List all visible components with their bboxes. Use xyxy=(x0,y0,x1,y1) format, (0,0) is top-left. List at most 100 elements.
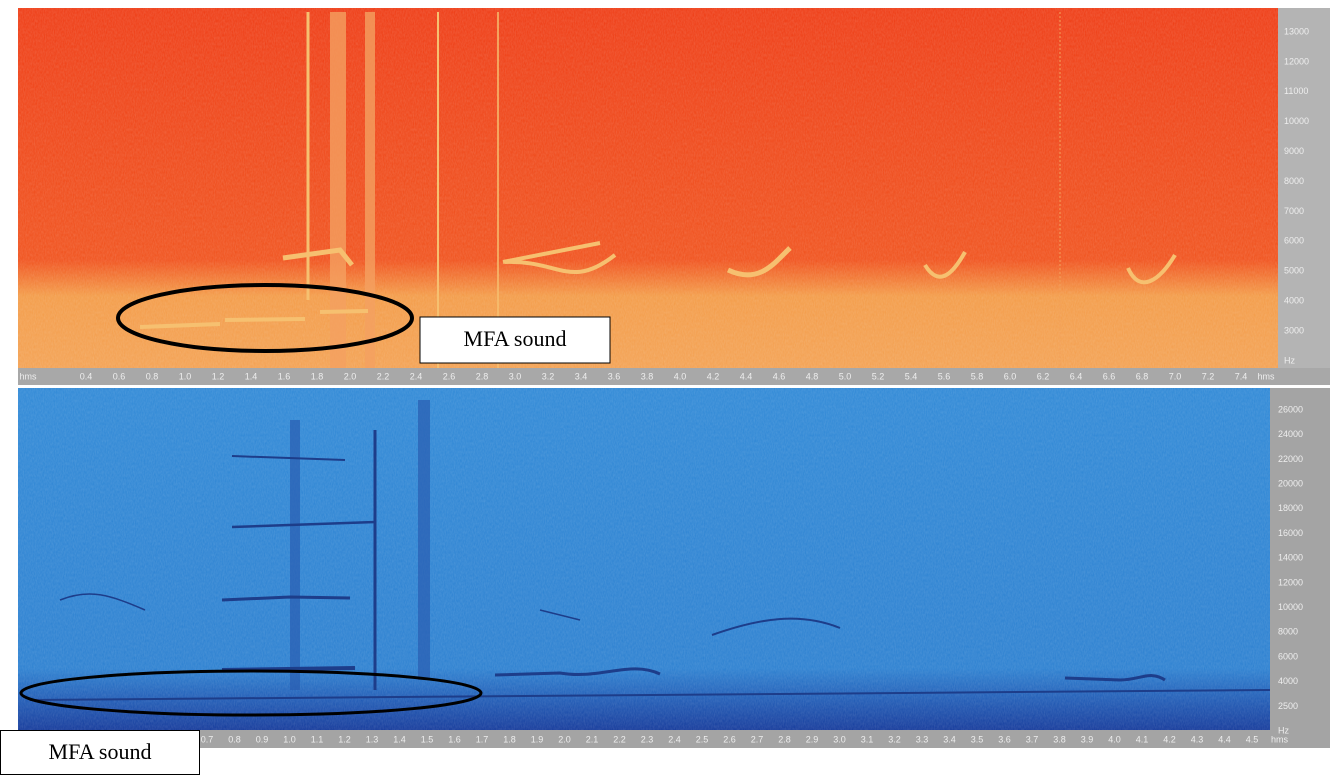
x-tick-label: 5.2 xyxy=(872,371,885,381)
y-tick-label: 6000 xyxy=(1284,236,1304,246)
x-tick-label: 3.8 xyxy=(641,371,654,381)
highlight-ellipse xyxy=(19,669,483,717)
x-tick-label: hms xyxy=(19,371,37,381)
x-tick-label: 4.4 xyxy=(1218,734,1231,744)
y-tick-label: 16000 xyxy=(1278,528,1303,538)
y-tick-label: 18000 xyxy=(1278,503,1303,513)
y-tick-label: 10000 xyxy=(1284,116,1309,126)
x-tick-label: 7.2 xyxy=(1202,371,1215,381)
annotation-box xyxy=(419,316,611,364)
x-tick-label: 3.2 xyxy=(888,734,901,744)
y-tick-label: 3000 xyxy=(1284,325,1304,335)
y-tick-label: 26000 xyxy=(1278,404,1303,414)
y-axis-top xyxy=(1278,8,1330,368)
x-tick-label: 1.8 xyxy=(503,734,516,744)
x-tick-label: 4.2 xyxy=(707,371,720,381)
x-tick-label: 6.2 xyxy=(1037,371,1050,381)
x-tick-label: 2.7 xyxy=(751,734,764,744)
x-tick-label: 3.2 xyxy=(542,371,555,381)
x-tick-label: 5.0 xyxy=(839,371,852,381)
y-tick-label: 4000 xyxy=(1284,295,1304,305)
x-tick-label: 4.0 xyxy=(674,371,687,381)
x-tick-label: 2.3 xyxy=(641,734,654,744)
y-tick-label: 22000 xyxy=(1278,454,1303,464)
x-tick-label: 4.1 xyxy=(1136,734,1149,744)
y-tick-label: 20000 xyxy=(1278,478,1303,488)
x-tick-label: 1.8 xyxy=(311,371,324,381)
x-tick-label: hms xyxy=(1271,734,1289,744)
y-tick-label: 12000 xyxy=(1284,56,1309,66)
x-tick-label: 4.3 xyxy=(1191,734,1204,744)
x-tick-label: 0.9 xyxy=(256,734,269,744)
x-tick-label: 1.1 xyxy=(311,734,324,744)
x-tick-label: 2.1 xyxy=(586,734,599,744)
x-tick-label: 2.0 xyxy=(344,371,357,381)
x-tick-label: 4.4 xyxy=(740,371,753,381)
x-tick-label: 6.8 xyxy=(1136,371,1149,381)
x-tick-label: 3.1 xyxy=(861,734,874,744)
y-tick-label: 9000 xyxy=(1284,146,1304,156)
highlight-ellipse xyxy=(116,283,414,353)
x-axis-bottom xyxy=(18,730,1330,748)
x-tick-label: 1.2 xyxy=(338,734,351,744)
x-tick-label: 2.9 xyxy=(806,734,819,744)
x-tick-label: 1.0 xyxy=(179,371,192,381)
x-tick-label: 2.8 xyxy=(476,371,489,381)
x-tick-label: 3.4 xyxy=(943,734,956,744)
y-tick-label: 2500 xyxy=(1278,701,1298,711)
x-tick-label: 4.5 xyxy=(1246,734,1259,744)
y-tick-label: 11000 xyxy=(1284,86,1308,96)
x-tick-label: 0.7 xyxy=(201,734,214,744)
y-axis-bottom xyxy=(1270,388,1330,730)
x-tick-label: 4.2 xyxy=(1163,734,1176,744)
x-tick-label: 0.6 xyxy=(113,371,126,381)
x-tick-label: 2.2 xyxy=(377,371,390,381)
calls-bottom xyxy=(29,400,1271,701)
x-tick-label: 1.6 xyxy=(448,734,461,744)
y-tick-label: 13000 xyxy=(1284,26,1309,36)
x-tick-label: 4.6 xyxy=(773,371,786,381)
x-tick-label: 5.8 xyxy=(971,371,984,381)
annotation-box xyxy=(0,730,200,775)
x-tick-label: 5.4 xyxy=(905,371,918,381)
x-tick-label: 3.4 xyxy=(575,371,588,381)
x-tick-label: 2.6 xyxy=(443,371,456,381)
x-tick-label: 6.6 xyxy=(1103,371,1116,381)
x-tick-label: 3.3 xyxy=(916,734,929,744)
x-tick-label: hms xyxy=(1257,371,1275,381)
x-tick-label: 2.6 xyxy=(723,734,736,744)
y-tick-label: 6000 xyxy=(1278,651,1298,661)
noise xyxy=(18,388,1270,730)
x-tick-label: 0.8 xyxy=(228,734,241,744)
x-tick-label: 1.2 xyxy=(212,371,225,381)
x-tick-label: 1.3 xyxy=(366,734,379,744)
x-axis-top xyxy=(18,368,1330,385)
y-tick-label: 5000 xyxy=(1284,266,1304,276)
x-tick-label: 3.0 xyxy=(833,734,846,744)
x-tick-label: 2.0 xyxy=(558,734,571,744)
x-tick-label: 7.0 xyxy=(1169,371,1182,381)
x-tick-label: 7.4 xyxy=(1235,371,1248,381)
x-tick-label: 2.2 xyxy=(613,734,626,744)
x-tick-label: 6.4 xyxy=(1070,371,1083,381)
y-tick-label: 12000 xyxy=(1278,577,1303,587)
y-tick-label: 24000 xyxy=(1278,429,1303,439)
x-tick-label: 3.8 xyxy=(1053,734,1066,744)
y-tick-label: 14000 xyxy=(1278,553,1303,563)
y-tick-label: Hz xyxy=(1284,355,1295,365)
x-tick-label: 1.7 xyxy=(476,734,489,744)
x-tick-label: 2.5 xyxy=(696,734,709,744)
x-tick-label: 3.9 xyxy=(1081,734,1094,744)
x-tick-label: 1.6 xyxy=(278,371,291,381)
y-tick-label: Hz xyxy=(1278,725,1289,735)
x-tick-label: 5.6 xyxy=(938,371,951,381)
calls-top xyxy=(139,12,1177,368)
x-tick-label: 2.4 xyxy=(668,734,681,744)
x-tick-label: 4.8 xyxy=(806,371,819,381)
x-tick-label: 1.9 xyxy=(531,734,544,744)
y-tick-label: 8000 xyxy=(1284,176,1304,186)
x-tick-label: 3.7 xyxy=(1026,734,1039,744)
x-tick-label: 0.8 xyxy=(146,371,159,381)
x-tick-label: 3.0 xyxy=(509,371,522,381)
